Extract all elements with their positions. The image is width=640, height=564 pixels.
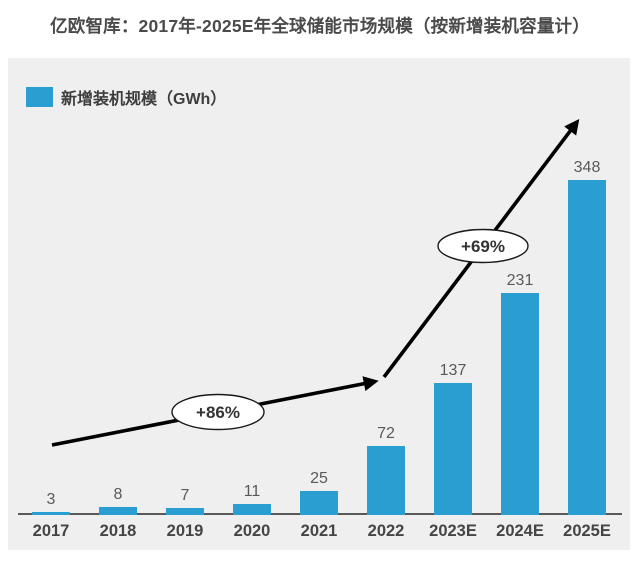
x-axis-label: 2018 bbox=[99, 522, 137, 540]
legend: 新增装机规模（GWh） bbox=[26, 86, 227, 108]
bar-value-label: 137 bbox=[439, 362, 467, 379]
bar-value-label: 231 bbox=[506, 272, 534, 289]
legend-label: 新增装机规模（GWh） bbox=[61, 90, 227, 108]
x-axis-label: 2024E bbox=[496, 522, 544, 540]
chart-title: 亿欧智库：2017年-2025E年全球储能市场规模（按新增装机容量计） bbox=[0, 0, 640, 50]
bar bbox=[434, 383, 472, 515]
bar bbox=[568, 180, 606, 515]
bar bbox=[32, 512, 70, 515]
bar-value-label: 72 bbox=[377, 425, 395, 442]
x-axis-label: 2017 bbox=[32, 522, 70, 540]
x-axis-label: 2019 bbox=[166, 522, 204, 540]
bar bbox=[233, 504, 271, 515]
bar-value-label: 3 bbox=[46, 491, 56, 508]
bar bbox=[367, 446, 405, 515]
bar-value-label: 8 bbox=[113, 486, 123, 503]
x-axis-label: 2023E bbox=[429, 522, 477, 540]
legend-swatch bbox=[26, 86, 53, 107]
bar bbox=[501, 293, 539, 515]
plot-area: 3 2017 8 2018 7 2019 11 2020 25 2021 72 2022 137 2023… bbox=[8, 58, 630, 550]
x-axis-label: 2020 bbox=[233, 522, 271, 540]
bar bbox=[166, 508, 204, 515]
x-axis-label: 2021 bbox=[300, 522, 338, 540]
chart-panel: 新增装机规模（GWh） 3 2017 8 2018 7 2019 11 2020 25 2021 7… bbox=[8, 58, 630, 550]
x-axis-label: 2022 bbox=[367, 522, 405, 540]
bar bbox=[300, 491, 338, 515]
bar bbox=[99, 507, 137, 515]
bar-value-label: 11 bbox=[243, 483, 261, 500]
bar-value-label: 25 bbox=[310, 470, 328, 487]
bar-value-label: 348 bbox=[573, 159, 601, 176]
bar-value-label: 7 bbox=[180, 487, 190, 504]
x-axis-label: 2025E bbox=[563, 522, 611, 540]
